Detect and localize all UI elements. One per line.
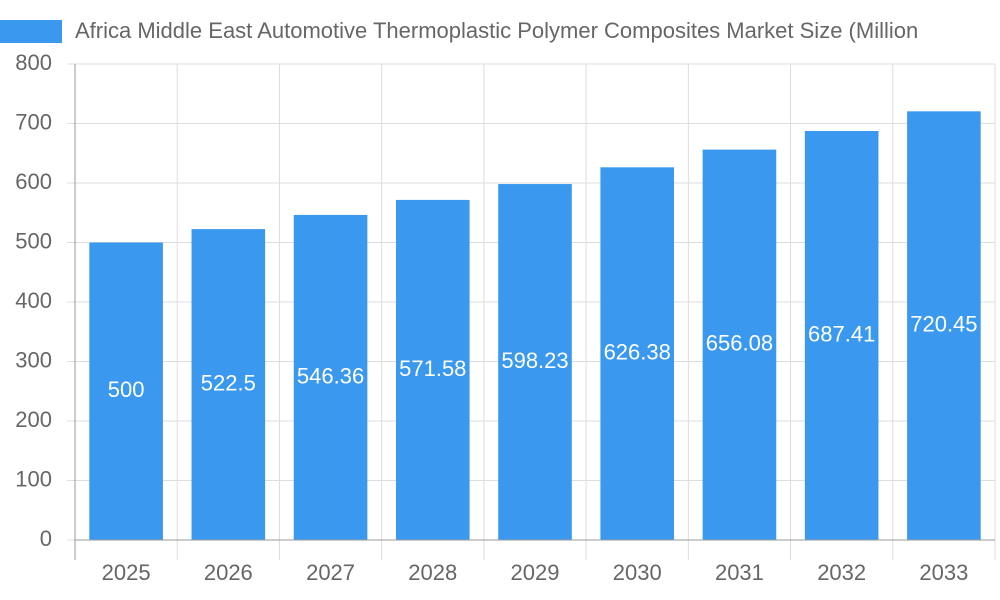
- legend-swatch: [0, 20, 62, 43]
- data-label: 598.23: [501, 348, 568, 373]
- x-tick-label: 2027: [306, 560, 355, 585]
- y-tick-label: 300: [15, 347, 52, 372]
- bar: [804, 130, 879, 541]
- y-tick-label: 100: [15, 466, 52, 491]
- data-label: 626.38: [604, 339, 671, 364]
- x-tick-label: 2030: [613, 560, 662, 585]
- y-tick-label: 200: [15, 407, 52, 432]
- x-tick-label: 2031: [715, 560, 764, 585]
- data-label: 500: [108, 377, 145, 402]
- x-tick-label: 2032: [817, 560, 866, 585]
- x-tick-label: 2033: [919, 560, 968, 585]
- y-tick-label: 500: [15, 228, 52, 253]
- bar: [89, 242, 163, 540]
- bar: [600, 167, 675, 540]
- bar: [702, 149, 777, 541]
- data-label: 720.45: [910, 311, 977, 336]
- x-tick-label: 2026: [204, 560, 253, 585]
- bar: [498, 184, 572, 540]
- bar: [191, 229, 266, 541]
- data-label: 687.41: [808, 321, 875, 346]
- y-tick-label: 800: [15, 50, 52, 75]
- y-tick-label: 700: [15, 109, 52, 134]
- data-label: 656.08: [706, 331, 773, 356]
- x-tick-label: 2029: [511, 560, 560, 585]
- y-tick-label: 600: [15, 169, 52, 194]
- bar: [907, 111, 981, 541]
- data-label: 522.5: [201, 370, 256, 395]
- y-tick-label: 400: [15, 288, 52, 313]
- bar: [395, 199, 470, 540]
- legend-label: Africa Middle East Automotive Thermoplas…: [75, 18, 918, 43]
- data-label: 571.58: [399, 356, 466, 381]
- x-tick-label: 2025: [102, 560, 151, 585]
- bar: [293, 214, 368, 540]
- data-label: 546.36: [297, 363, 364, 388]
- y-tick-label: 0: [40, 526, 52, 551]
- x-tick-label: 2028: [408, 560, 457, 585]
